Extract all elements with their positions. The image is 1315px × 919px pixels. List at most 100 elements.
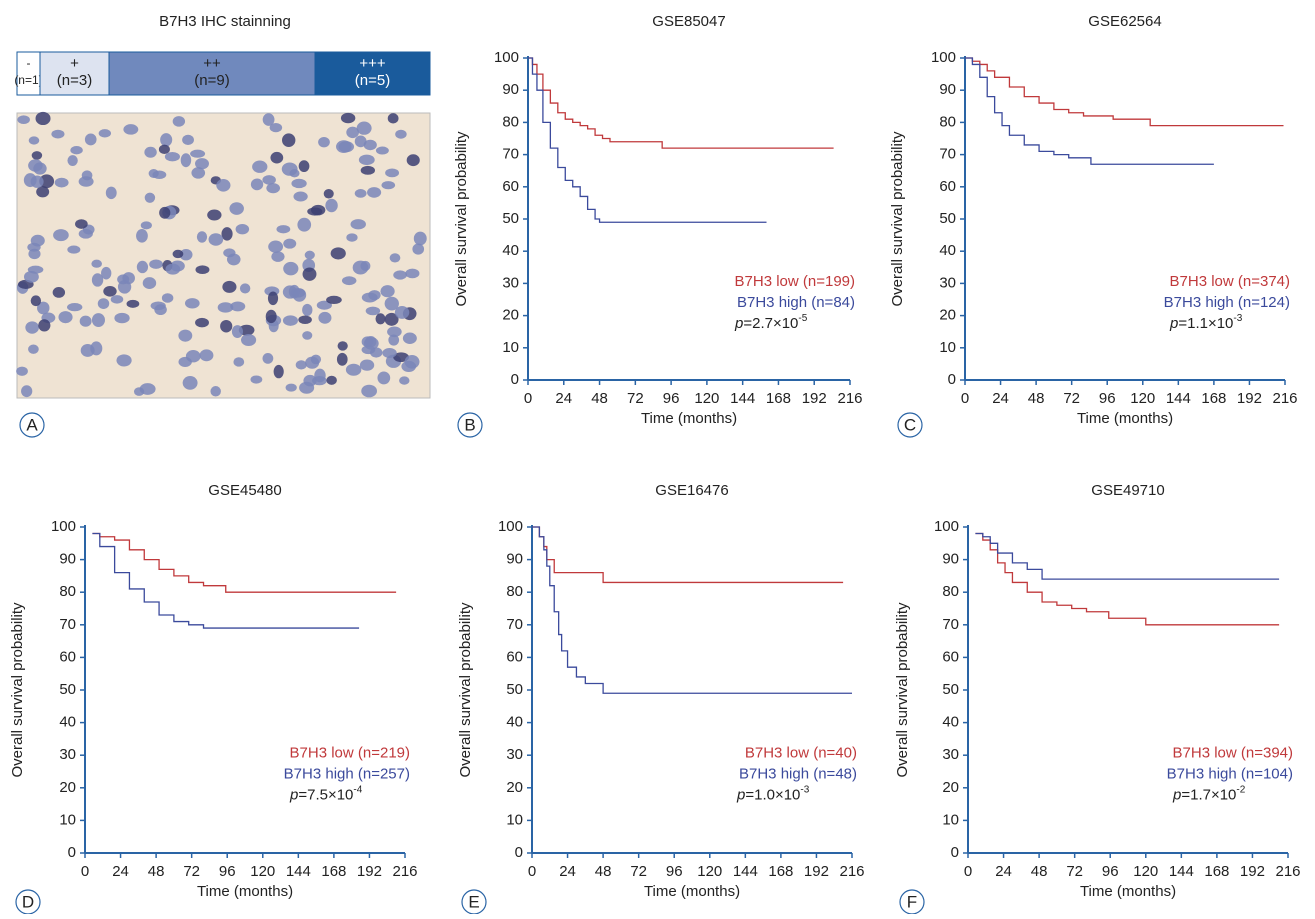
y-tick-label: 50 <box>506 681 523 698</box>
p-symbol: p <box>734 315 743 332</box>
cell-nucleus <box>361 166 375 175</box>
survival-curve <box>528 58 767 222</box>
cell-nucleus <box>399 376 409 384</box>
cell-nucleus <box>291 179 306 188</box>
cell-nucleus <box>293 192 307 202</box>
y-tick-label: 90 <box>942 551 959 568</box>
cell-nucleus <box>144 147 156 158</box>
cell-nucleus <box>17 115 29 124</box>
cell-nucleus <box>229 202 244 215</box>
cell-nucleus <box>67 155 77 166</box>
cell-nucleus <box>143 277 156 289</box>
y-tick-label: 50 <box>59 681 76 698</box>
panel-letter: F <box>907 892 917 911</box>
cell-nucleus <box>302 304 312 316</box>
x-tick-label: 72 <box>183 863 200 880</box>
cell-nucleus <box>387 326 402 337</box>
x-tick-label: 144 <box>730 390 755 407</box>
cell-nucleus <box>283 315 298 325</box>
cell-nucleus <box>137 261 148 273</box>
figure: B7H3 IHC stainning-(n=1)+(n=3)++(n=9)+++… <box>0 0 1315 914</box>
cell-nucleus <box>122 272 135 284</box>
y-tick-label: 40 <box>939 242 956 259</box>
x-tick-label: 120 <box>694 390 719 407</box>
cell-nucleus <box>79 176 94 186</box>
cell-nucleus <box>377 371 390 384</box>
y-tick-label: 10 <box>939 339 956 356</box>
cell-nucleus <box>80 316 92 327</box>
cell-nucleus <box>364 140 377 150</box>
cell-nucleus <box>92 273 103 286</box>
cell-nucleus <box>222 281 236 293</box>
x-tick-label: 0 <box>528 863 536 880</box>
y-tick-label: 40 <box>506 714 523 731</box>
y-tick-label: 10 <box>59 811 76 828</box>
cell-nucleus <box>181 153 191 167</box>
legend-entry: B7H3 low (n=40) <box>745 745 857 762</box>
x-axis-label: Time (months) <box>1080 883 1176 900</box>
p-value: p=7.5×10-4 <box>289 784 363 803</box>
cell-nucleus <box>266 183 280 193</box>
x-tick-label: 168 <box>321 863 346 880</box>
segment-count: (n=5) <box>355 72 390 89</box>
y-tick-label: 30 <box>939 274 956 291</box>
cell-nucleus <box>326 296 342 304</box>
cell-nucleus <box>346 233 357 241</box>
cell-nucleus <box>58 311 72 323</box>
cell-nucleus <box>28 249 40 259</box>
y-tick-label: 0 <box>511 371 519 388</box>
cell-nucleus <box>342 276 357 285</box>
cell-nucleus <box>227 254 241 266</box>
cell-nucleus <box>346 364 361 376</box>
x-tick-label: 192 <box>1237 390 1262 407</box>
cell-nucleus <box>232 325 243 338</box>
y-tick-label: 60 <box>59 648 76 665</box>
x-tick-label: 120 <box>250 863 275 880</box>
x-tick-label: 96 <box>1102 863 1119 880</box>
x-tick-label: 48 <box>148 863 165 880</box>
y-axis-label: Overall survival probability <box>889 131 906 307</box>
x-tick-label: 72 <box>627 390 644 407</box>
cell-nucleus <box>414 232 427 246</box>
panel-letter: A <box>26 415 38 434</box>
y-tick-label: 80 <box>939 113 956 130</box>
cell-nucleus <box>162 293 173 302</box>
y-axis-label: Overall survival probability <box>9 602 26 778</box>
survival-curve <box>532 527 852 693</box>
cell-nucleus <box>98 298 109 309</box>
cell-nucleus <box>230 301 245 311</box>
cell-nucleus <box>283 262 298 275</box>
cell-nucleus <box>200 349 214 361</box>
x-tick-label: 168 <box>768 863 793 880</box>
cell-nucleus <box>154 304 167 315</box>
x-tick-label: 144 <box>733 863 758 880</box>
y-tick-label: 80 <box>506 583 523 600</box>
p-exponent: -2 <box>1236 784 1245 795</box>
cell-nucleus <box>341 113 355 123</box>
cell-nucleus <box>33 162 46 174</box>
p-value: p=1.1×10-3 <box>1169 312 1243 331</box>
cell-nucleus <box>388 113 399 123</box>
cell-nucleus <box>31 235 45 247</box>
cell-nucleus <box>314 369 325 383</box>
cell-nucleus <box>28 344 39 353</box>
cell-nucleus <box>31 175 44 187</box>
cell-nucleus <box>220 320 232 333</box>
x-tick-label: 192 <box>357 863 382 880</box>
cell-nucleus <box>297 218 311 232</box>
legend-entry: B7H3 high (n=124) <box>1164 294 1290 311</box>
y-tick-label: 50 <box>502 210 519 227</box>
cell-nucleus <box>111 295 124 303</box>
cell-nucleus <box>250 375 262 383</box>
y-tick-label: 70 <box>506 616 523 633</box>
p-value: p=2.7×10-5 <box>734 312 808 331</box>
panel-letter: C <box>904 415 916 434</box>
cell-nucleus <box>55 178 69 188</box>
cell-nucleus <box>395 306 409 319</box>
p-value: p=1.7×10-2 <box>1172 784 1246 803</box>
cell-nucleus <box>165 264 180 275</box>
cell-nucleus <box>376 313 386 324</box>
legend-entry: B7H3 high (n=84) <box>737 294 855 311</box>
x-tick-label: 24 <box>992 390 1009 407</box>
x-tick-label: 48 <box>591 390 608 407</box>
